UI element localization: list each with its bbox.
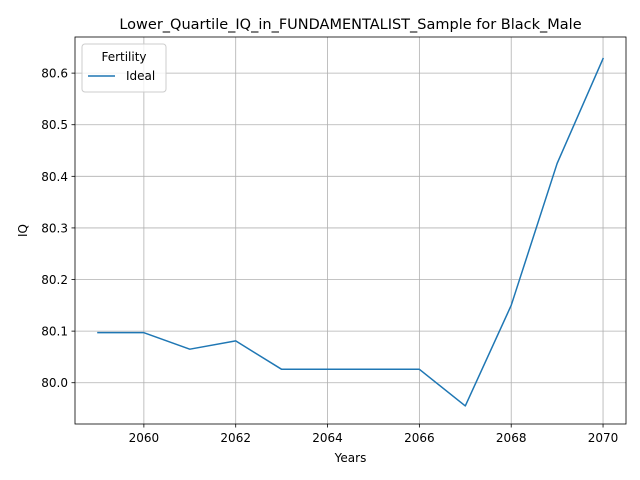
x-tick-label: 2068 — [496, 431, 527, 445]
y-tick-label: 80.3 — [41, 221, 68, 235]
plot-frame — [74, 36, 627, 425]
y-tick-label: 80.6 — [41, 67, 68, 81]
x-tick-label: 2064 — [312, 431, 343, 445]
chart-title: Lower_Quartile_IQ_in_FUNDAMENTALIST_Samp… — [119, 17, 581, 33]
x-tick-label: 2070 — [588, 431, 619, 445]
y-tick-label: 80.5 — [41, 118, 68, 132]
legend: Fertility Ideal — [81, 43, 167, 93]
series-layer — [97, 57, 605, 407]
legend-label-ideal: Ideal — [126, 69, 155, 83]
x-tick-label: 2060 — [129, 431, 160, 445]
legend-box — [81, 43, 167, 93]
y-tick-label: 80.2 — [41, 273, 68, 287]
x-axis-ticks: 2060 2062 2064 2066 2068 2070 — [129, 424, 619, 445]
y-axis-label: IQ — [16, 224, 30, 237]
x-gridlines — [143, 37, 604, 424]
legend-title: Fertility — [101, 50, 146, 64]
x-axis-label: Years — [334, 451, 367, 465]
x-tick-label: 2062 — [220, 431, 251, 445]
y-axis-ticks: 80.0 80.1 80.2 80.3 80.4 80.5 80.6 — [41, 67, 75, 390]
series-line-ideal — [97, 57, 605, 407]
y-tick-label: 80.0 — [41, 376, 68, 390]
y-gridlines — [75, 72, 626, 384]
x-tick-label: 2066 — [404, 431, 435, 445]
y-tick-label: 80.1 — [41, 325, 68, 339]
y-tick-label: 80.4 — [41, 170, 68, 184]
